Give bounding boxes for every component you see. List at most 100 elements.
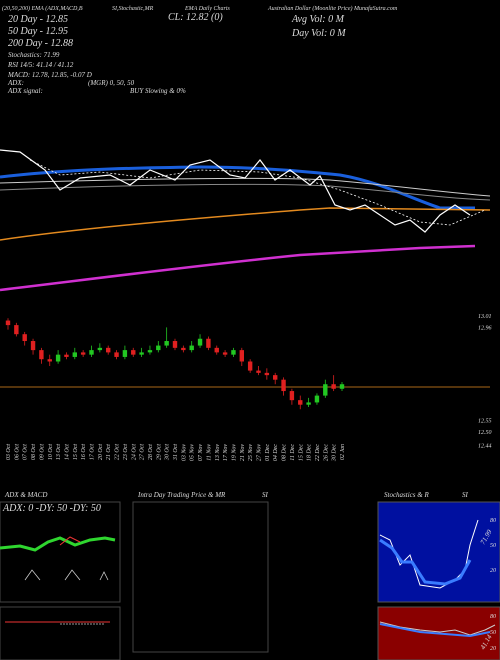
date-label: 23 Oct <box>123 444 129 460</box>
candle-body <box>30 341 36 351</box>
candle-body <box>339 384 345 389</box>
candle-body <box>14 325 19 335</box>
price-line <box>0 149 471 233</box>
candle-body <box>222 352 228 355</box>
date-label: 13 Nov <box>215 444 221 462</box>
date-label: 13 Oct <box>56 444 62 460</box>
date-label: 22 Oct <box>115 444 121 460</box>
mgr-label: (MGR) 0, 50, 50 <box>88 79 135 87</box>
date-label: 24 Oct <box>130 444 137 460</box>
macd-panel <box>0 606 121 660</box>
date-label: 21 Oct <box>106 444 112 460</box>
date-label: 08 Dec <box>282 444 288 461</box>
candle-body <box>64 354 69 357</box>
avg-vol: Avg Vol: 0 M <box>291 14 345 25</box>
stoch-line: Stochastics: 71.99 <box>8 51 60 59</box>
candle-body <box>206 338 211 348</box>
candle-body <box>39 350 44 360</box>
date-label: 27 Oct <box>140 444 146 460</box>
date-label: 15 Dec <box>298 444 304 461</box>
stoch-panel <box>377 501 500 603</box>
price-label: 12.55 <box>478 419 492 425</box>
candle-body <box>323 384 328 396</box>
adx-title: ADX & MACD <box>4 491 47 499</box>
date-label: 03 Oct <box>6 444 12 460</box>
ema-20: 20 Day - 12.85 <box>8 14 68 25</box>
ema-blue <box>0 165 475 210</box>
price-label: 13.01 <box>478 314 492 320</box>
stoch-80: 80 <box>490 518 496 524</box>
candle-body <box>214 347 219 353</box>
signal-label: BUY Slowing & 0% <box>130 87 186 95</box>
date-label: 02 Jan <box>340 444 346 460</box>
date-label: 11 Nov <box>206 444 212 461</box>
macd-hist <box>24 569 109 581</box>
close-label: CL: 12.82 (0) <box>168 12 223 23</box>
intra-panel <box>132 501 269 653</box>
date-label: 20 Oct <box>98 444 104 460</box>
candle-body <box>131 350 136 355</box>
rsi-20: 20 <box>490 646 496 652</box>
candle-body <box>189 345 194 351</box>
candle-body <box>273 375 278 380</box>
candle-body <box>5 320 11 326</box>
stoch-d <box>379 538 472 586</box>
date-label: 09 Oct <box>39 444 45 460</box>
date-label: 16 Oct <box>81 444 87 460</box>
date-label: 14 Oct <box>63 444 70 460</box>
date-label: 25 Nov <box>248 444 254 462</box>
header-right: Australian Dollar (Moonlite Price) Munaf… <box>267 5 398 12</box>
date-label: 28 Oct <box>148 444 154 460</box>
candle-body <box>256 370 261 373</box>
candle-body <box>106 347 111 353</box>
date-label: 06 Oct <box>14 444 20 460</box>
candle-body <box>314 395 320 403</box>
rsi-avg <box>379 623 491 638</box>
intra-title: Intra Day Trading Price & MR <box>137 491 226 499</box>
intra-si: SI <box>262 491 269 499</box>
date-label: 29 Oct <box>156 444 162 460</box>
rsi-50: 50 <box>490 630 496 636</box>
adx-values: ADX: 0 -DY: 50 -DY: 50 <box>2 503 101 514</box>
header-daily: EMA Daily Charts <box>184 6 231 12</box>
date-label: 03 Nov <box>181 444 187 462</box>
candle-body <box>114 352 119 357</box>
candle-body <box>289 391 295 401</box>
candle-body <box>264 372 270 376</box>
rsi-80: 80 <box>490 614 496 620</box>
ema-50: 50 Day - 12.95 <box>8 26 68 37</box>
date-label: 15 Oct <box>73 444 79 460</box>
candle-body <box>72 352 77 357</box>
candle-body <box>97 347 103 351</box>
candle-body <box>139 352 144 355</box>
candle-body <box>172 341 178 348</box>
ema-magenta <box>0 244 476 292</box>
candle-body <box>156 345 161 351</box>
price-label: 12.96 <box>478 325 492 331</box>
candle-body <box>164 341 169 346</box>
date-label: 22 Dec <box>315 444 321 461</box>
candle-body <box>55 354 61 362</box>
date-label: 17 Nov <box>223 444 229 462</box>
candle-body <box>122 350 128 357</box>
date-label: 04 Dec <box>272 444 279 461</box>
date-label: 21 Nov <box>240 444 246 462</box>
date-label: 07 Nov <box>198 444 204 462</box>
date-label: 10 Oct <box>48 444 54 460</box>
rsi-line: RSI 14/5: 41.14 / 41.12 <box>7 61 74 69</box>
candle-body <box>22 334 27 342</box>
adx-line <box>0 536 116 552</box>
date-label: 17 Oct <box>90 444 96 460</box>
candle-body <box>89 350 94 355</box>
candle-body <box>298 400 303 405</box>
ma-grey2 <box>0 183 491 201</box>
stoch-title: Stochastics & R <box>384 491 429 499</box>
candle-body <box>47 359 52 362</box>
adx-label: ADX: <box>7 79 24 87</box>
date-label: 19 Nov <box>231 444 237 462</box>
date-label: 26 Dec <box>323 444 329 461</box>
date-label: 11 Dec <box>290 444 296 461</box>
price-label: 12.50 <box>478 430 492 436</box>
candle-body <box>197 338 203 346</box>
